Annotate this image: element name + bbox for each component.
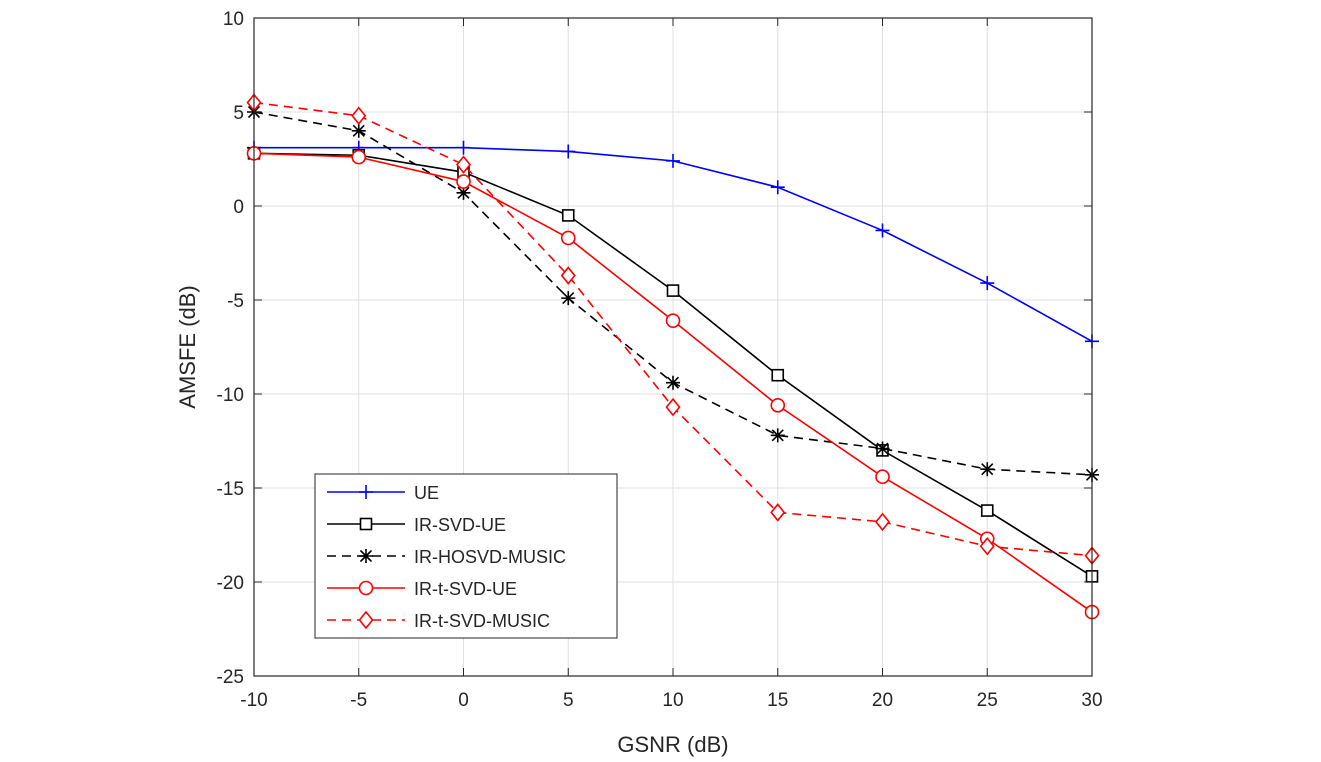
legend-label: IR-HOSVD-MUSIC: [414, 547, 566, 567]
data-point-marker: [770, 428, 785, 443]
data-point-marker: [770, 397, 786, 413]
data-point-marker: [666, 375, 680, 390]
data-point-marker: [980, 462, 995, 477]
data-point-marker: [875, 469, 890, 485]
y-tick-label: -15: [217, 479, 244, 500]
legend: UE IR-SVD-UE IR-HOSVD-MUSIC IR-t-SVD-UE IR-t…: [314, 473, 618, 639]
data-point-marker: [456, 185, 471, 200]
data-point-marker: [979, 537, 995, 556]
y-tick-label: -25: [217, 667, 244, 688]
data-point-marker: [456, 174, 471, 189]
legend-label: IR-t-SVD-UE: [414, 579, 517, 599]
data-point-marker: [665, 313, 681, 328]
data-point-marker: [351, 149, 367, 165]
data-point-marker: [561, 291, 576, 306]
x-axis-title: GSNR (dB): [617, 732, 728, 757]
data-point-marker: [771, 368, 785, 382]
legend-entry: UE: [327, 483, 439, 503]
data-point-marker: [560, 266, 576, 285]
data-point-marker: [980, 276, 995, 291]
legend-marker: [358, 580, 374, 596]
y-tick-label: 10: [223, 9, 244, 30]
legend-marker: [359, 549, 373, 563]
x-tick-label: 10: [662, 690, 683, 711]
x-tick-label: -10: [240, 690, 267, 711]
y-axis-title: AMSFE (dB): [175, 285, 200, 408]
legend-marker: [358, 610, 374, 630]
data-point-marker: [980, 504, 994, 517]
data-point-marker: [351, 106, 367, 126]
x-tick-label: -5: [350, 690, 367, 711]
legend-marker: [359, 517, 373, 531]
data-point-marker: [351, 123, 366, 138]
y-tick-label: -5: [227, 291, 244, 312]
x-tick-label: 30: [1081, 690, 1102, 711]
data-point-marker: [561, 144, 576, 159]
x-tick-label: 5: [563, 690, 574, 711]
x-tick-label: 15: [767, 690, 788, 711]
y-tick-label: 5: [233, 103, 244, 124]
data-point-marker: [770, 180, 785, 195]
data-point-marker: [665, 397, 681, 417]
data-point-marker: [770, 503, 786, 522]
y-tick-label: 0: [233, 197, 244, 218]
legend-entry: IR-t-SVD-UE: [327, 579, 517, 599]
legend-label: UE: [414, 483, 439, 503]
legend-marker: [359, 485, 373, 499]
axis-ticks: -10 -5 0 5 10 15 20 25 30 10 5 0 -5 -10 -15 -20 -25: [217, 9, 1103, 711]
y-tick-label: -10: [217, 385, 244, 406]
data-point-marker: [561, 209, 575, 222]
legend-entry: IR-t-SVD-MUSIC: [327, 610, 550, 631]
data-point-marker: [666, 284, 680, 297]
x-tick-label: 25: [977, 690, 998, 711]
data-point-marker: [456, 140, 471, 155]
legend-entry: IR-HOSVD-MUSIC: [327, 547, 566, 567]
data-point-marker: [875, 441, 890, 456]
x-tick-label: 20: [872, 690, 893, 711]
data-point-marker: [560, 230, 576, 246]
y-tick-label: -20: [217, 573, 244, 594]
data-point-marker: [875, 223, 890, 238]
legend-label: IR-SVD-UE: [414, 515, 506, 535]
legend-entry: IR-SVD-UE: [327, 515, 506, 535]
data-point-marker: [455, 155, 472, 174]
data-point-marker: [874, 512, 891, 532]
data-point-marker: [666, 153, 680, 168]
x-tick-label: 0: [458, 690, 469, 711]
legend-label: IR-t-SVD-MUSIC: [414, 611, 550, 631]
